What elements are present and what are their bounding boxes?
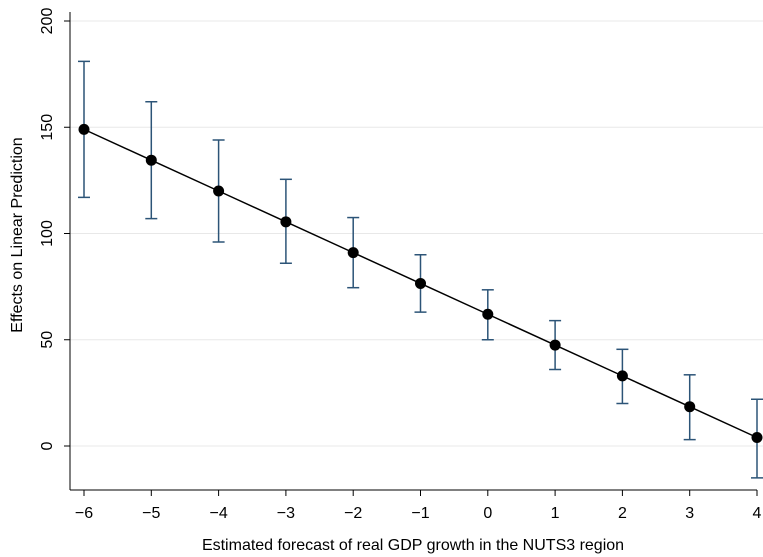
data-point (78, 123, 90, 135)
y-tick-label: 0 (39, 441, 56, 450)
x-tick-label: 1 (551, 505, 560, 522)
x-tick-label: −2 (344, 505, 362, 522)
data-point (415, 277, 426, 289)
x-tick-label: −3 (277, 505, 295, 522)
x-tick-label: −5 (142, 505, 160, 522)
data-point (482, 308, 494, 320)
x-tick-label: 4 (753, 505, 762, 522)
data-point (280, 216, 292, 228)
data-point (347, 247, 359, 259)
data-point (213, 185, 225, 197)
y-axis-label: Effects on Linear Prediction (9, 137, 26, 332)
y-tick-label: 200 (39, 8, 56, 35)
data-point (549, 339, 561, 351)
axes (69, 12, 757, 491)
x-axis-label: Estimated forecast of real GDP growth in… (202, 537, 624, 554)
data-point (684, 401, 696, 413)
data-point (751, 432, 763, 443)
grid-lines (70, 20, 763, 447)
y-ticks: 0 50 100 150 200 (39, 8, 70, 450)
x-tick-label: −4 (209, 505, 227, 522)
data-points (78, 123, 763, 443)
data-point (145, 154, 157, 166)
x-ticks: −6 −5 −4 −3 −2 −1 0 1 2 3 4 (75, 490, 762, 522)
x-tick-label: 2 (618, 505, 627, 522)
y-tick-label: 100 (39, 220, 56, 247)
confidence-intervals (78, 60, 763, 479)
data-point (616, 370, 628, 382)
y-tick-label: 50 (39, 331, 56, 349)
x-tick-label: −6 (75, 505, 93, 522)
x-tick-label: 3 (685, 505, 694, 522)
x-tick-label: −1 (411, 505, 429, 522)
x-tick-label: 0 (483, 505, 492, 522)
y-tick-label: 150 (39, 114, 56, 141)
